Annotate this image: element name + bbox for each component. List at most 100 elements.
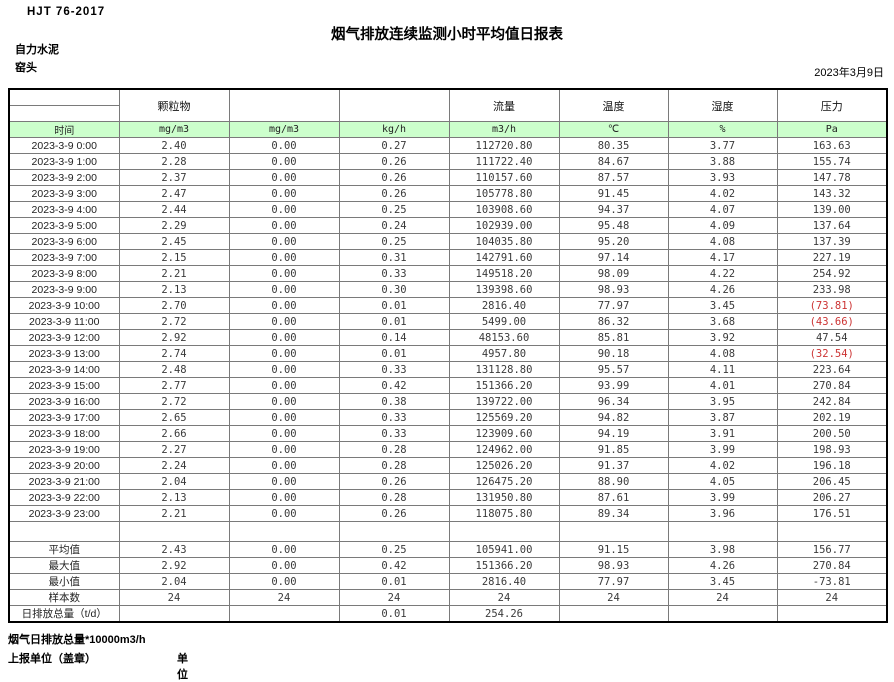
cell-value: 0.42	[338, 557, 450, 574]
summary-row: 样本数 24 24 24 24 24 24 24	[8, 589, 888, 606]
data-row: 2023-3-9 3:00 2.47 0.00 0.26 105778.80 91.45 4…	[8, 185, 888, 202]
cell-value: 3.98	[667, 541, 778, 558]
cell-value: 156.77	[776, 541, 888, 558]
cell-value: 2.04	[118, 573, 230, 590]
cell-value: 137.39	[776, 233, 888, 250]
cell-summary-label: 样本数	[8, 589, 120, 606]
cell-value: 125026.20	[448, 457, 560, 474]
cell-value: 137.64	[776, 217, 888, 234]
total-emission-note: 烟气日排放总量*10000m3/h	[8, 634, 146, 646]
cell-value: 176.51	[776, 505, 888, 522]
cell-value: 0.25	[338, 233, 450, 250]
cell-value: 0.26	[338, 473, 450, 490]
cell-value: 24	[228, 589, 340, 606]
cell-value: 86.32	[558, 313, 669, 330]
cell-value	[776, 605, 888, 623]
cell-time: 2023-3-9 2:00	[8, 169, 120, 186]
cell-time: 2023-3-9 16:00	[8, 393, 120, 410]
summary-row: 最小值 2.04 0.00 0.01 2816.40 77.97 3.45 -73.81	[8, 573, 888, 590]
summary-row: 平均值 2.43 0.00 0.25 105941.00 91.15 3.98 156.77	[8, 541, 888, 558]
standard-code: HJT 76-2017	[27, 6, 106, 18]
cell-time: 2023-3-9 15:00	[8, 377, 120, 394]
cell-value: 242.84	[776, 393, 888, 410]
cell-time: 2023-3-9 4:00	[8, 201, 120, 218]
cell-value: 0.38	[338, 393, 450, 410]
cell-blank	[448, 521, 560, 542]
monitoring-point: 窑头	[15, 62, 37, 74]
cell-value: 200.50	[776, 425, 888, 442]
cell-value: 85.81	[558, 329, 669, 346]
cell-value: 123909.60	[448, 425, 560, 442]
cell-value: 2.72	[118, 393, 230, 410]
cell-value: 0.26	[338, 169, 450, 186]
cell-value: 94.37	[558, 201, 669, 218]
cell-value: 24	[448, 589, 560, 606]
cell-value: 125569.20	[448, 409, 560, 426]
table-header: 颗粒物 流量 温度 湿度 压力 时间 mg/m3 mg/m3 kg/h m3/h…	[8, 88, 888, 138]
data-row: 2023-3-9 23:00 2.21 0.00 0.26 118075.80 89.34…	[8, 505, 888, 522]
cell-value: 2.21	[118, 265, 230, 282]
cell-value: 91.85	[558, 441, 669, 458]
cell-value: 24	[667, 589, 778, 606]
cell-value: 202.19	[776, 409, 888, 426]
cell-value: 87.61	[558, 489, 669, 506]
cell-value: 0.00	[228, 249, 340, 266]
cell-value: 3.99	[667, 441, 778, 458]
cell-time: 2023-3-9 0:00	[8, 137, 120, 154]
cell-value: 223.64	[776, 361, 888, 378]
unit-flow: m3/h	[448, 121, 560, 138]
cell-value: 4.22	[667, 265, 778, 282]
data-row: 2023-3-9 21:00 2.04 0.00 0.26 126475.20 88.90…	[8, 473, 888, 490]
cell-value: 0.28	[338, 489, 450, 506]
data-row: 2023-3-9 0:00 2.40 0.00 0.27 112720.80 80.35 3…	[8, 137, 888, 154]
cell-value: 88.90	[558, 473, 669, 490]
cell-value: 0.00	[228, 557, 340, 574]
cell-value: 3.68	[667, 313, 778, 330]
cell-value: 91.15	[558, 541, 669, 558]
cell-value: 84.67	[558, 153, 669, 170]
cell-value: 0.28	[338, 441, 450, 458]
cell-value: 2.13	[118, 281, 230, 298]
header-blank-2	[338, 88, 450, 122]
header-temperature: 温度	[558, 88, 669, 122]
cell-value: 2.72	[118, 313, 230, 330]
cell-value: 4.02	[667, 457, 778, 474]
cell-value: 0.28	[338, 457, 450, 474]
cell-value: 2.28	[118, 153, 230, 170]
data-row: 2023-3-9 17:00 2.65 0.00 0.33 125569.20 94.82…	[8, 409, 888, 426]
cell-value: 0.33	[338, 265, 450, 282]
cell-summary-label: 日排放总量（t/d）	[8, 605, 120, 623]
cell-value: 0.00	[228, 541, 340, 558]
cell-value: 24	[558, 589, 669, 606]
cell-value: 48153.60	[448, 329, 560, 346]
cell-value: 0.00	[228, 169, 340, 186]
cell-value: 227.19	[776, 249, 888, 266]
data-row: 2023-3-9 4:00 2.44 0.00 0.25 103908.60 94.37 4…	[8, 201, 888, 218]
cell-value: 98.09	[558, 265, 669, 282]
cell-value: 0.01	[338, 313, 450, 330]
cell-value: 5499.00	[448, 313, 560, 330]
cell-value: 47.54	[776, 329, 888, 346]
summary-row: 日排放总量（t/d） 0.01 254.26	[8, 605, 888, 623]
cell-value: 0.00	[228, 201, 340, 218]
unit-kgh: kg/h	[338, 121, 450, 138]
cell-value: 2.48	[118, 361, 230, 378]
data-row: 2023-3-9 8:00 2.21 0.00 0.33 149518.20 98.09 4…	[8, 265, 888, 282]
unit-pressure: Pa	[776, 121, 888, 138]
cell-value: 0.33	[338, 361, 450, 378]
company-name: 自力水泥	[15, 44, 59, 56]
data-row: 2023-3-9 6:00 2.45 0.00 0.25 104035.80 95.20 4…	[8, 233, 888, 250]
cell-value: 94.19	[558, 425, 669, 442]
cell-value: 131950.80	[448, 489, 560, 506]
cell-time: 2023-3-9 3:00	[8, 185, 120, 202]
cell-time: 2023-3-9 13:00	[8, 345, 120, 362]
cell-value: 2.44	[118, 201, 230, 218]
data-row: 2023-3-9 11:00 2.72 0.00 0.01 5499.00 86.32 3.…	[8, 313, 888, 330]
cell-value: 3.95	[667, 393, 778, 410]
cell-value: 142791.60	[448, 249, 560, 266]
cell-value: 2.04	[118, 473, 230, 490]
cell-value: 0.25	[338, 541, 450, 558]
cell-value: 0.25	[338, 201, 450, 218]
page-title: 烟气排放连续监测小时平均值日报表	[331, 27, 563, 43]
cell-value: 77.97	[558, 573, 669, 590]
